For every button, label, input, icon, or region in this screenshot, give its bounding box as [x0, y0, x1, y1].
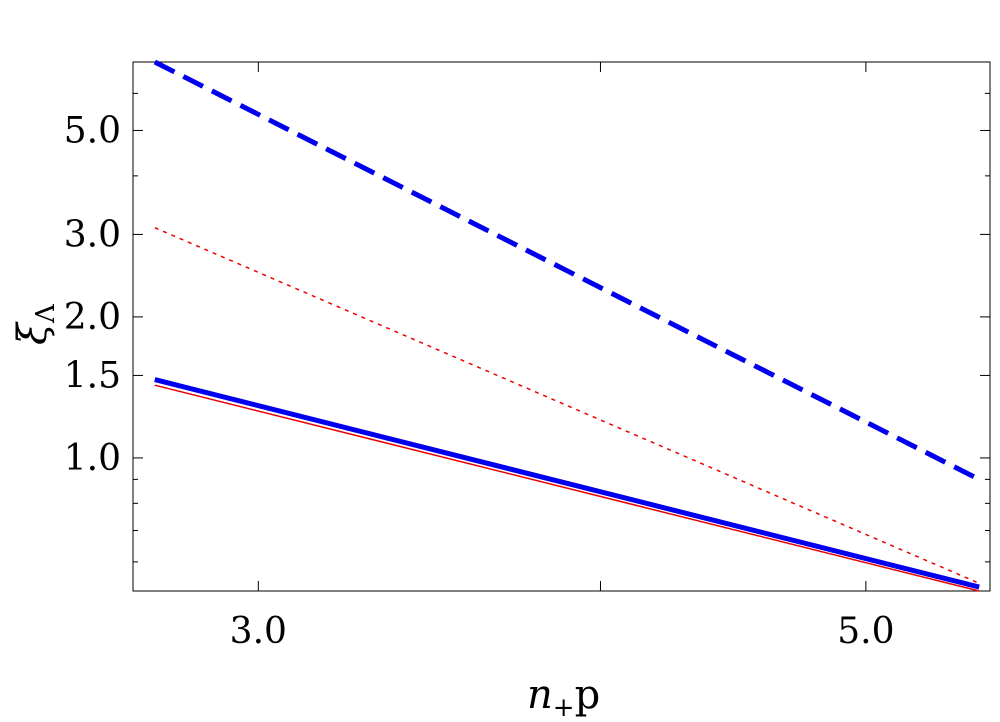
y-tick-label: 3.0 [64, 214, 121, 255]
tick-layer: 1.0 1.5 2.0 3.0 5.0 3.0 5.0 [64, 62, 990, 652]
series-line-4 [154, 384, 980, 592]
x-axis-title-subscript: + [553, 693, 575, 722]
x-tick-label: 3.0 [230, 611, 287, 652]
y-axis-title-subscript: Λ [31, 303, 61, 324]
y-axis-title-main: ξ [10, 321, 56, 345]
y-tick-label: 5.0 [64, 110, 121, 151]
y-tick-label: 2.0 [64, 297, 121, 338]
series-line-2 [154, 227, 980, 584]
x-axis-title-main: n [527, 672, 553, 718]
series-line-1 [153, 59, 981, 482]
x-tick-label: 5.0 [837, 611, 894, 652]
series-line-3 [154, 377, 980, 590]
plot-frame [132, 61, 991, 592]
x-axis-title: n+p [527, 672, 600, 722]
y-tick-label: 1.0 [64, 438, 121, 479]
series-layer [153, 59, 981, 592]
x-axis-title-tail: p [575, 672, 601, 718]
y-tick-label: 1.5 [64, 355, 121, 396]
y-axis-title: ξΛ [10, 303, 61, 345]
